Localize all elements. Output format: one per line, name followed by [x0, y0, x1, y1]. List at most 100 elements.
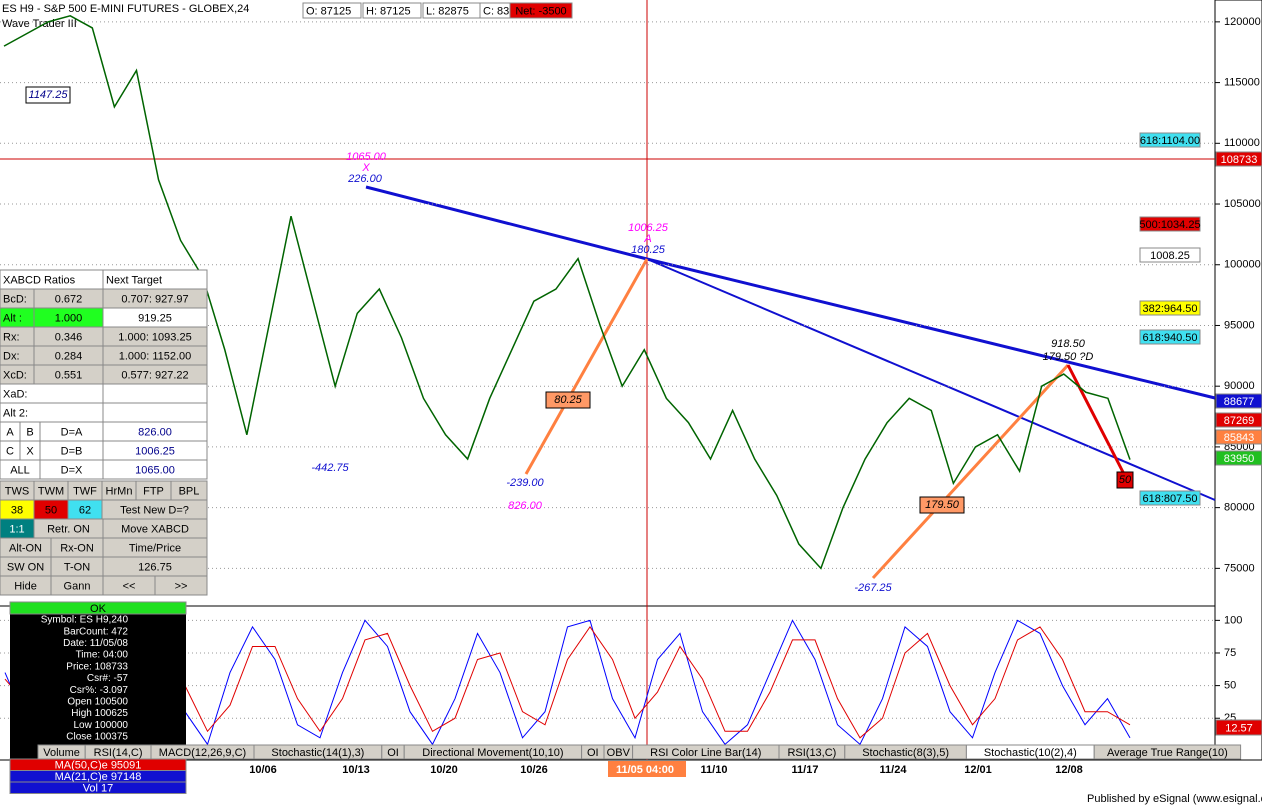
panel-cell: A	[6, 426, 14, 438]
axis-marker-bg	[1215, 393, 1262, 409]
panel-button[interactable]: Move XABCD	[121, 523, 189, 535]
panel-button[interactable]: Retr. ON	[47, 523, 90, 535]
annotation: X	[361, 162, 370, 174]
study-tab[interactable]: Directional Movement(10,10)	[422, 747, 563, 759]
pattern-leg	[871, 363, 1070, 580]
ohlc-value-bg	[302, 2, 362, 19]
panel-button[interactable]: TWS	[5, 485, 29, 497]
panel-button[interactable]: 50	[45, 504, 57, 516]
study-tab[interactable]: OI	[387, 747, 399, 759]
ohlc-value: L: 82875	[426, 5, 469, 17]
y-tick-label: 80000	[1224, 502, 1255, 514]
panel-button[interactable]: 62	[79, 504, 91, 516]
annotation: 1006.25	[628, 222, 669, 234]
study-tab[interactable]: OI	[587, 747, 599, 759]
ma-line: MA(50,C)e 95091	[55, 760, 142, 772]
annotation: -442.75	[311, 462, 349, 474]
study-tab[interactable]: Stochastic(8(3),5)	[862, 747, 949, 759]
study-tab[interactable]: RSI Color Line Bar(14)	[650, 747, 761, 759]
footer: Published by eSignal (www.esignal.com)	[1087, 793, 1262, 805]
net-change: Net: -3500	[515, 5, 566, 17]
panel-button[interactable]: Test New D=?	[120, 504, 189, 516]
x-tick-label: 11/17	[792, 764, 819, 776]
annotation-bg	[25, 86, 71, 104]
panel-value-bg	[102, 459, 208, 480]
panel-button[interactable]: Time/Price	[129, 542, 181, 554]
panel-target: 919.25	[138, 312, 172, 324]
panel-button[interactable]: >>	[175, 580, 188, 592]
panel-button[interactable]: HrMn	[106, 485, 133, 497]
annotation: A	[643, 233, 651, 245]
panel-cell: C	[6, 445, 14, 457]
study-tab[interactable]: RSI(14,C)	[94, 747, 143, 759]
axis-marker: 108733	[1221, 154, 1258, 166]
panel-button[interactable]: Gann	[64, 580, 91, 592]
data-line: Csr#: -57	[87, 673, 129, 684]
pattern-leg	[1066, 364, 1127, 477]
panel-value: 1006.25	[135, 445, 175, 457]
panel-button[interactable]: Hide	[14, 580, 37, 592]
panel-target: 0.707: 927.97	[121, 293, 188, 305]
net-change-bg	[509, 2, 573, 19]
annotation: 179.50 ?D	[1043, 351, 1094, 363]
study-tab[interactable]: RSI(13,C)	[787, 747, 836, 759]
panel-label: Dx:	[3, 350, 20, 362]
panel-label: Alt 2:	[3, 407, 28, 419]
panel-button[interactable]: TWM	[38, 485, 64, 497]
annotation-bg	[545, 391, 591, 409]
panel-target: 1.000: 1093.25	[118, 331, 191, 343]
panel-button[interactable]: <<	[123, 580, 136, 592]
y-tick-label: 50	[1224, 680, 1236, 692]
study-tab[interactable]: Volume	[43, 747, 80, 759]
x-tick-label: 10/13	[342, 764, 370, 776]
panel-button[interactable]: Alt-ON	[9, 542, 42, 554]
x-tick-label: 11/10	[701, 764, 728, 776]
panel-button[interactable]: BPL	[179, 485, 200, 497]
panel-label: Alt :	[3, 312, 22, 324]
axis-marker: 88677	[1224, 396, 1255, 408]
axis-marker-bg	[1139, 300, 1201, 316]
study-name: Wave Trader III	[2, 18, 77, 30]
price-axis	[1214, 0, 1262, 761]
data-line: BarCount: 472	[64, 626, 129, 637]
annotation-bg	[919, 496, 965, 514]
study-tab[interactable]: MACD(12,26,9,C)	[159, 747, 246, 759]
study-tab[interactable]: OBV	[607, 747, 631, 759]
axis-marker-bg	[1139, 329, 1201, 345]
axis-marker-bg	[1139, 132, 1201, 148]
study-tab[interactable]: Stochastic(14(1),3)	[271, 747, 364, 759]
last-value-bg	[1215, 719, 1262, 736]
panel-button[interactable]: SW ON	[7, 561, 44, 573]
x-tick-label: 12/08	[1055, 764, 1083, 776]
annotation: 80.25	[554, 394, 582, 406]
annotation: 1147.25	[29, 89, 69, 101]
study-tab[interactable]: Stochastic(10(2),4)	[984, 747, 1077, 759]
axis-marker-bg	[1215, 450, 1262, 466]
panel-button[interactable]: 1:1	[9, 523, 24, 535]
panel-button[interactable]: 126.75	[138, 561, 172, 573]
panel-cell: X	[26, 445, 34, 457]
axis-marker: 1008.25	[1150, 250, 1190, 262]
ohlc-value-bg	[362, 2, 422, 19]
panel-button[interactable]: FTP	[143, 485, 164, 497]
panel-button[interactable]: T-ON	[64, 561, 90, 573]
annotation: 50	[1119, 474, 1132, 486]
data-window-ok-bg	[9, 601, 187, 615]
panel-button[interactable]: TWF	[73, 485, 97, 497]
chart-title: ES H9 - S&P 500 E-MINI FUTURES - GLOBEX,…	[2, 3, 249, 15]
data-line: Csr%: -3.097	[70, 685, 129, 696]
axis-marker-bg	[1215, 151, 1262, 167]
y-tick-label: 105000	[1224, 198, 1261, 210]
axis-marker-bg	[1215, 412, 1262, 428]
study-tab[interactable]: Average True Range(10)	[1107, 747, 1228, 759]
panel-button[interactable]: Rx-ON	[60, 542, 94, 554]
data-window-ok: OK	[90, 603, 107, 615]
axis-marker-bg	[1139, 216, 1201, 232]
data-line: Open 100500	[67, 697, 128, 708]
annotation: 179.50	[925, 499, 960, 511]
annotation: -267.25	[854, 582, 892, 594]
panel-cell: D=X	[61, 464, 83, 476]
y-tick-label: 95000	[1224, 319, 1255, 331]
panel-button[interactable]: 38	[11, 504, 23, 516]
